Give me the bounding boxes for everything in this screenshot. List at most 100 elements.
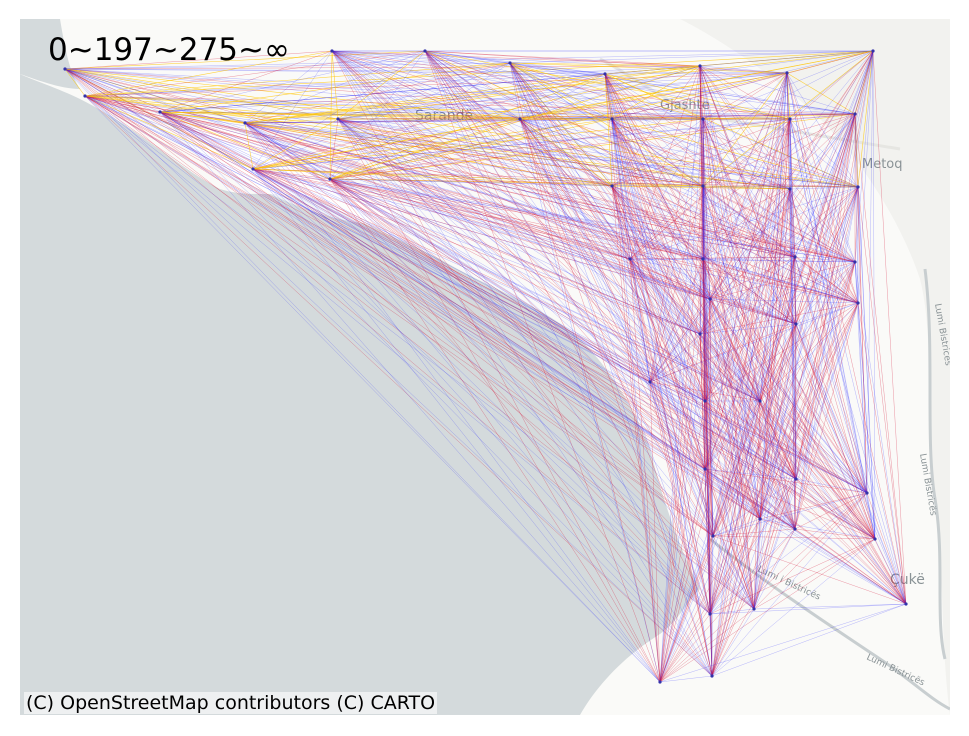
flow-line xyxy=(649,333,701,383)
flow-line xyxy=(611,185,651,383)
flow-line xyxy=(711,188,791,677)
flow-line xyxy=(604,73,613,120)
flow-line xyxy=(699,65,788,74)
flow-node xyxy=(336,117,340,121)
flow-line xyxy=(244,122,714,537)
flow-line xyxy=(519,118,704,187)
flow-line xyxy=(649,302,859,383)
flow-line xyxy=(252,168,797,325)
flow-line xyxy=(424,50,761,520)
flow-line xyxy=(659,323,797,683)
flow-line xyxy=(159,111,859,188)
flow-line xyxy=(329,50,874,180)
flow-line xyxy=(611,118,651,383)
flow-line xyxy=(611,118,714,537)
flow-line xyxy=(244,122,856,263)
flow-line xyxy=(704,468,907,605)
flow-line xyxy=(649,381,796,530)
flow-node xyxy=(603,72,607,76)
flow-line xyxy=(252,168,661,683)
flow-line xyxy=(699,333,706,402)
flow-line xyxy=(244,118,613,124)
flow-line xyxy=(704,323,797,402)
flow-line xyxy=(699,258,704,335)
flow-line xyxy=(711,603,907,677)
flow-node xyxy=(752,607,756,611)
flow-node xyxy=(788,187,792,191)
flow-line xyxy=(709,186,859,615)
flow-line xyxy=(854,261,868,494)
flow-line xyxy=(337,118,907,605)
flow-line xyxy=(649,381,755,610)
flow-line xyxy=(252,113,856,170)
flow-line xyxy=(795,478,868,494)
flow-line xyxy=(331,50,796,530)
map[interactable]: Gjashte Sarandë Metoq Çukë Lumi Bistricës Lum… xyxy=(20,19,950,715)
flow-line xyxy=(709,298,876,540)
flow-line xyxy=(159,111,796,530)
flow-line xyxy=(711,256,796,677)
flow-line xyxy=(649,185,704,383)
flow-line xyxy=(611,185,796,258)
flow-line xyxy=(244,65,701,124)
flow-line xyxy=(159,73,606,113)
flow-line xyxy=(704,323,797,470)
place-label: Çukë xyxy=(890,572,925,588)
flow-line xyxy=(329,50,426,180)
flow-line xyxy=(252,168,713,677)
flow-line xyxy=(519,73,606,120)
flow-line xyxy=(699,261,856,335)
flow-line xyxy=(331,50,791,190)
flow-line xyxy=(611,50,874,187)
flow-line xyxy=(337,118,631,260)
flow-line xyxy=(519,118,797,480)
flow-node xyxy=(865,491,869,495)
flow-node xyxy=(610,117,614,121)
flow-line xyxy=(699,65,791,120)
flow-line xyxy=(659,72,788,683)
lake-edge xyxy=(680,19,950,715)
flow-line xyxy=(611,118,706,402)
flow-line xyxy=(704,400,714,537)
flow-line xyxy=(704,400,761,520)
flow-line xyxy=(424,50,613,120)
flow-node xyxy=(610,184,614,188)
flow-line xyxy=(659,302,859,683)
flow-line xyxy=(712,186,859,537)
flow-line xyxy=(786,72,797,480)
flow-line xyxy=(709,298,907,605)
flow-line xyxy=(331,50,797,480)
flow-line xyxy=(424,50,796,530)
flow-line xyxy=(604,73,797,480)
flow-line xyxy=(329,50,333,180)
flow-line xyxy=(424,50,788,74)
flow-line xyxy=(509,62,711,615)
flow-line xyxy=(509,62,713,677)
flow-line xyxy=(712,113,856,537)
flow-node xyxy=(251,167,255,171)
flow-line xyxy=(759,302,859,402)
flow-line xyxy=(159,111,713,677)
flow-line xyxy=(702,185,796,258)
flow-line xyxy=(64,68,606,75)
flow-line xyxy=(611,118,761,402)
flow-line xyxy=(704,50,874,402)
flow-line xyxy=(629,258,797,480)
flow-line xyxy=(753,603,907,610)
flow-line xyxy=(699,186,859,335)
flow-line xyxy=(329,178,651,383)
flow-line xyxy=(84,95,797,480)
flow-line xyxy=(331,50,711,300)
flow-line xyxy=(629,186,859,260)
flow-line xyxy=(753,186,859,610)
flow-line xyxy=(337,118,651,383)
flow-node xyxy=(158,110,162,114)
flow-line xyxy=(702,185,868,494)
flow-line xyxy=(704,118,791,470)
flow-line xyxy=(704,468,761,520)
flow-line xyxy=(857,50,874,304)
flow-line xyxy=(611,118,859,188)
flow-line xyxy=(611,118,704,187)
flow-line xyxy=(611,185,791,190)
